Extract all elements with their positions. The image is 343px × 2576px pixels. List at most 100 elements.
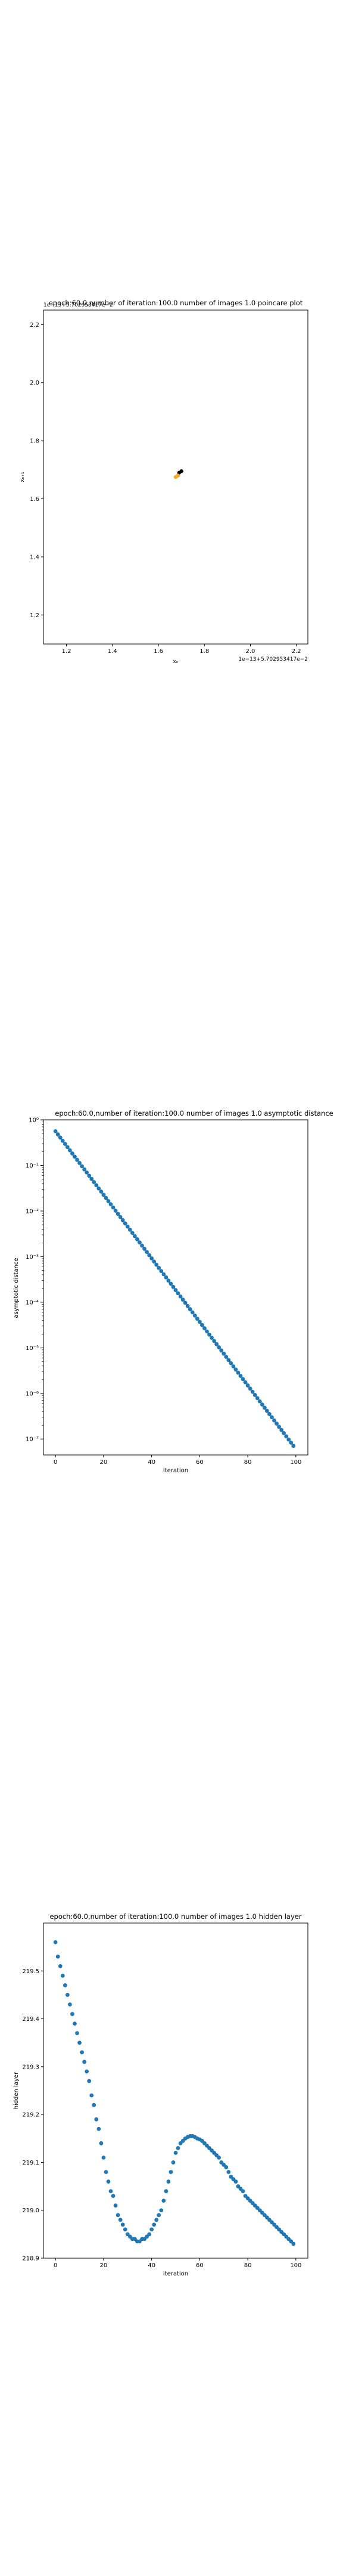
y-tick-label: 1.6 (30, 496, 39, 503)
x-tick-label: 80 (244, 2262, 252, 2269)
data-point (226, 2170, 230, 2174)
y-tick-label: 219.1 (22, 2160, 39, 2166)
data-point (291, 2242, 295, 2246)
data-point (111, 2194, 116, 2198)
data-point (176, 473, 180, 477)
data-point (75, 2031, 79, 2035)
y-tick-label: 1.2 (30, 612, 39, 619)
y-tick-label: 219.4 (22, 2016, 39, 2023)
hidden-layer-xlabel: iteration (163, 2271, 188, 2277)
data-point (176, 2146, 180, 2150)
y-tick-label: 1.8 (30, 438, 39, 445)
data-point (54, 1940, 58, 1945)
data-point (147, 2232, 151, 2236)
data-point (164, 2189, 168, 2193)
data-point (68, 2002, 72, 2007)
y-tick-label: 219.3 (22, 2064, 39, 2070)
x-tick-label: 60 (196, 2262, 204, 2269)
y-tick-label: 10⁻⁶ (26, 1391, 39, 1397)
data-point (149, 2227, 154, 2231)
data-point (172, 2160, 176, 2165)
data-point (70, 2012, 74, 2016)
data-point (179, 469, 183, 473)
x-tick-label: 40 (148, 2262, 155, 2269)
data-point (119, 2218, 123, 2222)
data-point (217, 2156, 221, 2160)
data-point (241, 2189, 245, 2193)
hidden-layer-title: epoch:60.0,number of iteration:100.0 num… (49, 1912, 301, 1921)
data-point (63, 1983, 67, 1987)
data-point (85, 2069, 89, 2073)
asymptotic-distance-ylabel: asymptotic distance (13, 1258, 20, 1318)
data-point (66, 1993, 70, 1997)
data-point (102, 2156, 106, 2160)
data-point (174, 2151, 178, 2155)
data-point (169, 2170, 173, 2174)
y-tick-label: 2.0 (30, 380, 39, 386)
data-point (58, 1964, 63, 1968)
y-tick-label: 10⁻³ (26, 1254, 39, 1261)
data-point (94, 2117, 98, 2122)
poincare-plot-xlabel: xₙ (173, 659, 179, 665)
y-tick-label: 10⁻⁵ (26, 1345, 39, 1352)
data-point (96, 2127, 101, 2131)
x-tick-label: 100 (290, 2262, 301, 2269)
hidden-layer-ylabel: hidden layer (13, 2072, 20, 2109)
y-tick-label: 10⁻⁴ (26, 1299, 39, 1306)
data-point (107, 2179, 111, 2184)
data-point (291, 1444, 295, 1448)
data-point (121, 2222, 125, 2227)
data-point (82, 2060, 86, 2064)
poincare-plot-ylabel: xₙ₊₁ (20, 472, 26, 482)
y-tick-label: 10⁻¹ (26, 1163, 39, 1169)
data-point (87, 2079, 91, 2083)
y-tick-label: 10⁻⁷ (26, 1436, 39, 1443)
data-point (61, 1974, 65, 1978)
data-point (154, 2218, 158, 2222)
x-tick-label: 80 (244, 1459, 252, 1466)
data-point (56, 1955, 60, 1959)
data-point (89, 2094, 93, 2098)
asymptotic-distance-xlabel: iteration (163, 1467, 188, 1474)
y-tick-label: 2.2 (30, 322, 39, 329)
x-tick-label: 20 (100, 1459, 108, 1466)
data-point (73, 2021, 77, 2026)
x-tick-label: 1.2 (62, 648, 71, 655)
x-tick-label: 100 (290, 1459, 301, 1466)
x-tick-label: 0 (54, 2262, 57, 2269)
x-tick-label: 0 (54, 1459, 57, 1466)
x-tick-label: 1.8 (199, 648, 209, 655)
data-point (166, 2179, 170, 2184)
poincare-plot-x-offset: 1e−13+5.702953417e−2 (238, 657, 308, 662)
data-point (104, 2170, 108, 2174)
data-point (92, 2103, 96, 2107)
x-tick-label: 1.6 (154, 648, 163, 655)
y-tick-label: 1.4 (30, 554, 39, 561)
asymptotic-distance-title: epoch:60.0,number of iteration:100.0 num… (55, 1109, 333, 1117)
x-tick-label: 60 (196, 1459, 204, 1466)
y-tick-label: 10⁰ (29, 1117, 39, 1124)
x-tick-label: 40 (148, 1459, 155, 1466)
data-point (234, 2179, 238, 2184)
y-tick-label: 219.5 (22, 1968, 39, 1975)
data-point (123, 2227, 127, 2231)
data-point (116, 2213, 120, 2217)
y-tick-label: 219.2 (22, 2112, 39, 2119)
poincare-plot-y-offset: 1e−13+5.702953417e−2 (43, 302, 113, 308)
data-point (224, 2165, 228, 2169)
data-point (159, 2208, 163, 2212)
data-point (99, 2141, 103, 2145)
data-point (157, 2213, 161, 2217)
x-tick-label: 20 (100, 2262, 108, 2269)
x-tick-label: 1.4 (108, 648, 117, 655)
data-point (152, 2222, 156, 2227)
data-point (77, 2041, 82, 2045)
data-point (114, 2203, 118, 2207)
x-tick-label: 2.0 (246, 648, 255, 655)
x-tick-label: 2.2 (292, 648, 301, 655)
data-point (109, 2189, 113, 2193)
y-tick-label: 10⁻² (26, 1208, 39, 1215)
data-point (161, 2199, 166, 2203)
